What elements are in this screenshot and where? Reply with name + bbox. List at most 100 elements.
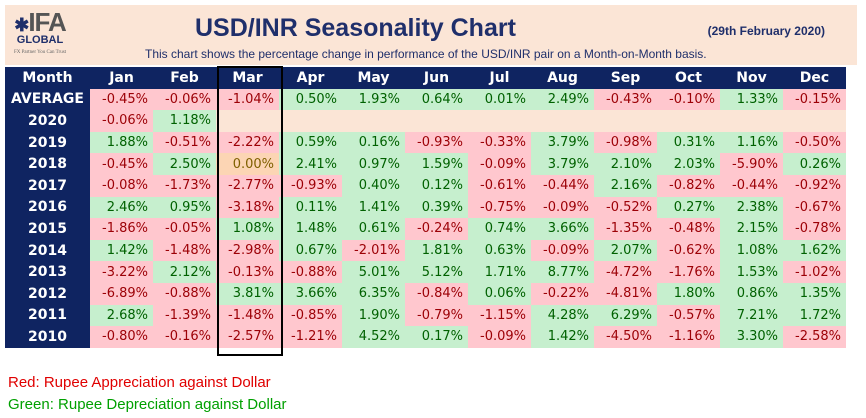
cell-feb: 2.50%: [153, 153, 216, 175]
cell-may: 1.41%: [342, 196, 405, 219]
cell-oct: [657, 110, 720, 132]
cell-jun: 5.12%: [405, 261, 468, 283]
cell-dec: -0.67%: [783, 196, 846, 219]
column-header-may: May: [342, 67, 405, 89]
cell-may: 4.52%: [342, 326, 405, 348]
cell-apr: 0.50%: [279, 88, 342, 111]
cell-jul: -0.75%: [468, 196, 531, 219]
cell-jan: 1.88%: [90, 131, 153, 154]
table-row: 2020 -0.06% 1.18%: [5, 110, 846, 132]
cell-may: 1.93%: [342, 88, 405, 111]
report-date: (29th February 2020): [707, 24, 825, 38]
cell-dec: 1.62%: [783, 239, 846, 262]
cell-mar: 1.08%: [216, 218, 279, 240]
cell-jun: -0.84%: [405, 282, 468, 305]
cell-mar: -2.57%: [216, 326, 279, 348]
cell-sep: -0.98%: [594, 131, 657, 154]
table-row: 2010 -0.80% -0.16% -2.57% -1.21% 4.52% 0.17% -0…: [5, 326, 846, 348]
cell-oct: -0.62%: [657, 239, 720, 262]
column-header-nov: Nov: [720, 67, 783, 89]
row-label: 2017: [5, 174, 90, 197]
cell-mar: -2.77%: [216, 174, 279, 197]
cell-aug: -0.09%: [531, 239, 594, 262]
column-header-jan: Jan: [90, 67, 153, 89]
cell-dec: -0.50%: [783, 131, 846, 154]
cell-sep: -4.81%: [594, 282, 657, 305]
row-label: 2011: [5, 304, 90, 327]
cell-oct: -1.16%: [657, 326, 720, 348]
cell-nov: 2.15%: [720, 218, 783, 240]
cell-mar: 3.81%: [216, 282, 279, 305]
row-label: 2016: [5, 196, 90, 219]
cell-mar: -2.22%: [216, 131, 279, 154]
cell-mar: -2.98%: [216, 239, 279, 262]
cell-jun: 1.81%: [405, 239, 468, 262]
cell-jun: 0.39%: [405, 196, 468, 219]
column-header-month: Month: [5, 67, 90, 89]
cell-mar: -1.48%: [216, 304, 279, 327]
cell-dec: [783, 110, 846, 132]
cell-jan: -3.22%: [90, 261, 153, 283]
cell-sep: -0.43%: [594, 88, 657, 111]
ifa-global-logo: ✱IFA GLOBAL FX Partner You Can Trust: [13, 7, 67, 55]
cell-oct: -1.76%: [657, 261, 720, 283]
cell-oct: -0.10%: [657, 88, 720, 111]
column-header-jun: Jun: [405, 67, 468, 89]
cell-jun: 1.59%: [405, 153, 468, 175]
row-label: 2020: [5, 110, 90, 132]
table-row: 2016 2.46% 0.95% -3.18% 0.11% 1.41% 0.39% -0.75…: [5, 196, 846, 219]
table-row: 2019 1.88% -0.51% -2.22% 0.59% 0.16% -0.93% -0.…: [5, 131, 846, 154]
table-row: 2014 1.42% -1.48% -2.98% 0.67% -2.01% 1.81% 0.6…: [5, 239, 846, 262]
cell-jul: 0.63%: [468, 239, 531, 262]
cell-jul: 0.01%: [468, 88, 531, 111]
cell-jul: 1.71%: [468, 261, 531, 283]
cell-aug: 4.28%: [531, 304, 594, 327]
cell-jan: -0.06%: [90, 110, 153, 132]
cell-oct: 0.31%: [657, 131, 720, 154]
cell-may: 0.97%: [342, 153, 405, 175]
row-label: 2012: [5, 282, 90, 305]
cell-nov: -0.44%: [720, 174, 783, 197]
cell-oct: 2.03%: [657, 153, 720, 175]
column-header-aug: Aug: [531, 67, 594, 89]
column-header-feb: Feb: [153, 67, 216, 89]
cell-may: [342, 110, 405, 132]
table-row: AVERAGE -0.45% -0.06% -1.04% 0.50% 1.93% 0.64%…: [5, 88, 846, 111]
cell-apr: -0.93%: [279, 174, 342, 197]
cell-jul: 0.06%: [468, 282, 531, 305]
cell-apr: -1.21%: [279, 326, 342, 348]
cell-feb: 1.18%: [153, 110, 216, 132]
cell-dec: 0.26%: [783, 153, 846, 175]
legend-red: Red: Rupee Appreciation against Dollar: [8, 374, 271, 391]
cell-feb: -1.39%: [153, 304, 216, 327]
cell-jul: -0.09%: [468, 153, 531, 175]
cell-may: 6.35%: [342, 282, 405, 305]
cell-sep: -0.52%: [594, 196, 657, 219]
cell-jan: -0.45%: [90, 88, 153, 111]
row-label: 2019: [5, 131, 90, 154]
cell-jul: 0.74%: [468, 218, 531, 240]
table-row: 2013 -3.22% 2.12% -0.13% -0.88% 5.01% 5.12% 1.7…: [5, 261, 846, 283]
cell-feb: -0.88%: [153, 282, 216, 305]
table-row: 2017 -0.08% -1.73% -2.77% -0.93% 0.40% 0.12% -0…: [5, 174, 846, 197]
cell-jun: -0.79%: [405, 304, 468, 327]
cell-sep: -4.72%: [594, 261, 657, 283]
cell-feb: -1.48%: [153, 239, 216, 262]
cell-nov: 2.38%: [720, 196, 783, 219]
cell-aug: 8.77%: [531, 261, 594, 283]
cell-nov: -5.90%: [720, 153, 783, 175]
cell-feb: -0.16%: [153, 326, 216, 348]
cell-feb: -0.51%: [153, 131, 216, 154]
cell-mar: 0.00%: [216, 153, 279, 175]
cell-mar: -1.04%: [216, 88, 279, 111]
row-label: 2013: [5, 261, 90, 283]
cell-apr: 1.48%: [279, 218, 342, 240]
cell-jan: -0.80%: [90, 326, 153, 348]
row-label: 2015: [5, 218, 90, 240]
cell-aug: 2.49%: [531, 88, 594, 111]
cell-jan: 1.42%: [90, 239, 153, 262]
cell-jan: -6.89%: [90, 282, 153, 305]
column-header-oct: Oct: [657, 67, 720, 89]
table-row: 2011 2.68% -1.39% -1.48% -0.85% 1.90% -0.79% -1…: [5, 304, 846, 327]
cell-mar: -0.13%: [216, 261, 279, 283]
